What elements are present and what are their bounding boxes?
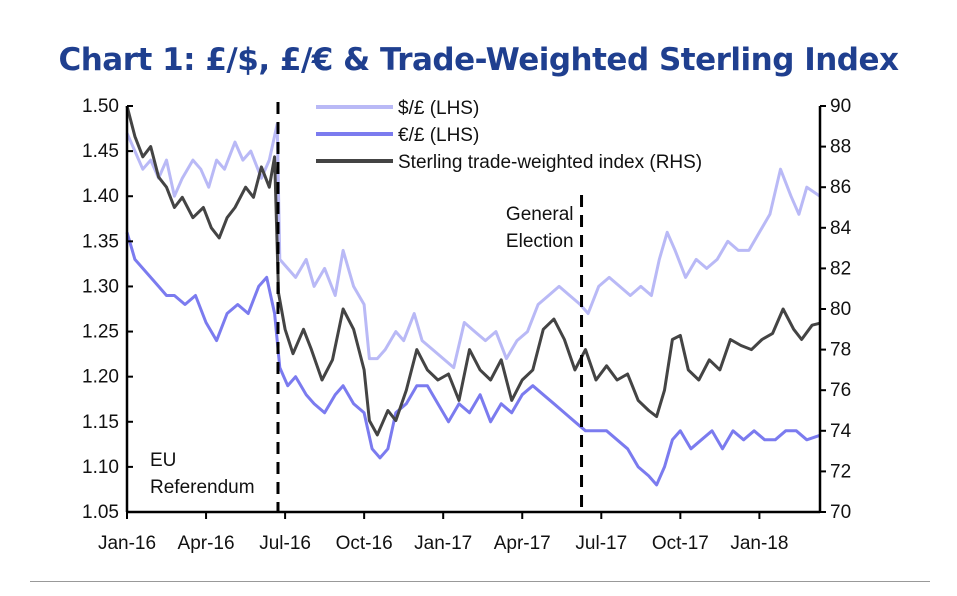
chart-title: Chart 1: £/$, £/€ & Trade-Weighted Sterl… (58, 42, 899, 78)
right-tick-label: 72 (830, 461, 851, 482)
legend-label: $/£ (LHS) (398, 98, 479, 119)
x-tick-label: Oct-16 (336, 533, 393, 554)
event-label: Referendum (150, 477, 255, 498)
left-tick-label: 1.35 (82, 231, 119, 252)
right-tick-label: 82 (830, 258, 851, 279)
legend-label: Sterling trade-weighted index (RHS) (398, 152, 702, 173)
right-tick-label: 84 (830, 218, 852, 239)
x-tick-label: Apr-16 (178, 533, 235, 554)
right-tick-label: 76 (830, 380, 851, 401)
left-tick-label: 1.15 (82, 412, 119, 433)
series-line-1 (125, 231, 821, 487)
left-tick-label: 1.40 (82, 186, 119, 207)
left-tick-label: 1.25 (82, 322, 119, 343)
left-tick-label: 1.05 (82, 502, 119, 523)
right-tick-label: 90 (830, 96, 851, 117)
right-tick-label: 70 (830, 502, 851, 523)
right-tick-label: 86 (830, 177, 851, 198)
series-line-2 (125, 105, 821, 437)
left-tick-label: 1.20 (82, 367, 119, 388)
series-line-0 (125, 122, 821, 370)
left-tick-label: 1.50 (82, 96, 119, 117)
x-tick-label: Apr-17 (494, 533, 551, 554)
right-tick-label: 80 (830, 299, 851, 320)
left-tick-label: 1.45 (82, 141, 119, 162)
event-label: General (506, 204, 574, 225)
event-label: Election (506, 231, 574, 252)
x-tick-label: Jan-16 (98, 533, 156, 554)
x-tick-label: Jul-17 (575, 533, 627, 554)
x-tick-label: Jan-17 (414, 533, 472, 554)
x-tick-label: Oct-17 (652, 533, 709, 554)
right-tick-label: 74 (830, 421, 852, 442)
x-tick-label: Jan-18 (730, 533, 788, 554)
bottom-divider (30, 581, 930, 582)
right-tick-label: 78 (830, 340, 851, 361)
event-label: EU (150, 450, 176, 471)
left-tick-label: 1.30 (82, 276, 119, 297)
left-tick-label: 1.10 (82, 457, 119, 478)
legend-label: €/£ (LHS) (398, 125, 479, 146)
x-tick-label: Jul-16 (259, 533, 311, 554)
right-tick-label: 88 (830, 137, 851, 158)
